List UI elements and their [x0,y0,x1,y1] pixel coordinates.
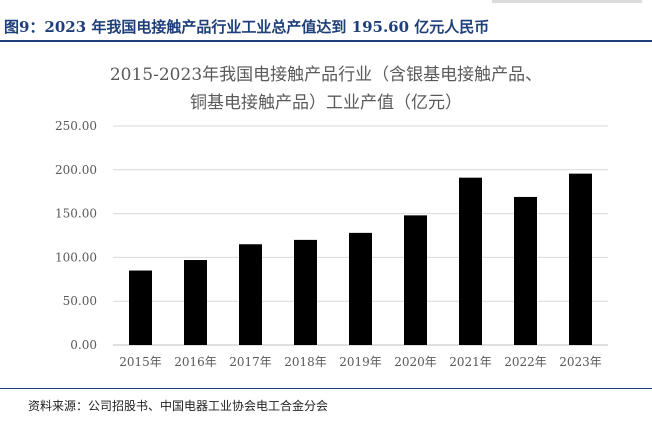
y-tick-label: 250.00 [55,119,97,133]
bar [349,232,372,345]
figure-caption: 图9：2023 年我国电接触产品行业工业总产值达到 195.60 亿元人民币 [4,18,490,36]
bar [239,244,262,345]
bar [129,270,152,345]
bar [459,177,482,345]
x-axis-ticks: 2015年 2016年 2017年 2018年 2019年 2020年 2021年 2022年… [119,355,602,369]
bar [294,239,317,345]
x-tick-label: 2022年 [504,355,547,369]
y-tick-label: 200.00 [55,163,97,177]
y-tick-label: 0.00 [70,338,97,352]
figure-header: 图9：2023 年我国电接触产品行业工业总产值达到 195.60 亿元人民币 [0,14,652,42]
top-decoration [0,0,652,8]
bars [129,173,592,345]
x-tick-label: 2017年 [229,355,272,369]
y-tick-label: 100.00 [55,250,97,264]
x-tick-label: 2023年 [559,355,602,369]
bar [569,173,592,345]
x-tick-label: 2019年 [339,355,382,369]
source-note: 资料来源：公司招股书、中国电器工业协会电工合金分会 [28,399,329,413]
bar [514,196,537,345]
x-tick-label: 2018年 [284,355,327,369]
header-decoration [492,0,642,3]
x-tick-label: 2021年 [449,355,492,369]
chart-title-line-2: 铜基电接触产品）工业产值（亿元） [190,93,462,113]
x-tick-label: 2020年 [394,355,437,369]
x-tick-label: 2016年 [174,355,217,369]
source-divider [0,388,652,389]
x-tick-label: 2015年 [119,355,162,369]
bar [184,260,207,345]
y-axis-ticks: 0.00 50.00 100.00 150.00 200.00 250.00 [55,119,97,352]
y-tick-label: 150.00 [55,207,97,221]
y-tick-label: 50.00 [63,294,97,308]
bar [404,215,427,345]
chart-title-line-1: 2015-2023年我国电接触产品行业（含银基电接触产品、 [109,65,543,85]
